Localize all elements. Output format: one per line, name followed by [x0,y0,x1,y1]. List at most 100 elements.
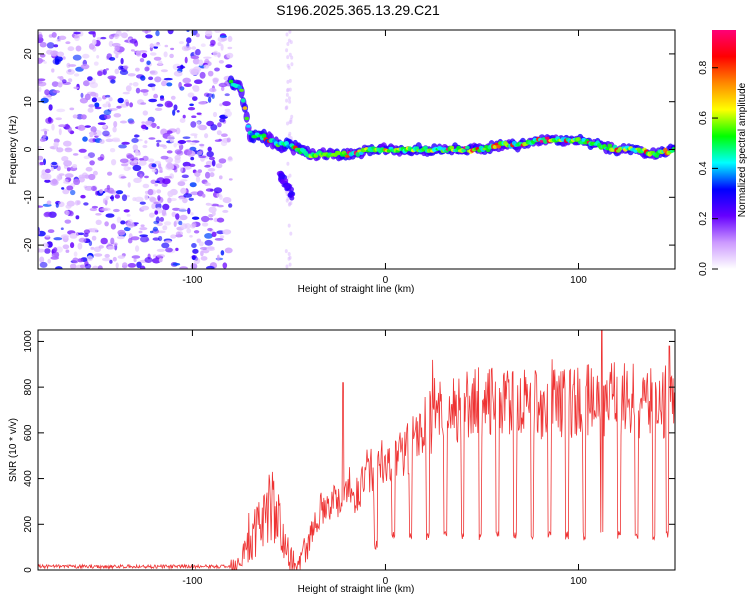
noise-blob [226,137,231,143]
noise-blob [212,211,216,217]
noise-blob [228,203,233,208]
noise-blob [160,155,169,160]
noise-blob [159,217,164,222]
noise-blob [216,217,225,223]
noise-blob [196,121,201,124]
noise-blob [128,120,135,125]
noise-blob [61,187,65,190]
noise-blob [154,210,158,215]
noise-blob [135,87,141,94]
noise-blob [175,213,180,220]
noise-blob [215,163,223,169]
noise-blob [173,104,178,111]
noise-blob [212,111,218,118]
noise-blob [94,102,100,108]
noise-blob [163,221,172,226]
noise-blob [58,128,62,136]
faint-streak [284,249,288,254]
noise-blob [42,128,47,132]
noise-blob [105,101,111,104]
noise-blob [165,247,173,253]
noise-blob [190,55,200,60]
noise-blob [83,80,90,87]
noise-blob [93,253,103,257]
noise-blob [179,266,189,269]
noise-blob [113,242,118,246]
noise-blob [156,142,160,147]
noise-blob [164,240,172,243]
noise-blob [190,191,200,196]
noise-blob [173,143,177,148]
noise-blob [69,263,77,269]
noise-blob [119,158,129,164]
noise-blob [89,207,98,212]
noise-blob [222,209,229,213]
ridge-core [244,116,250,121]
noise-blob [196,124,205,129]
noise-blob [218,60,224,64]
faint-streak [286,175,290,180]
noise-blob [39,41,47,48]
noise-blob [132,82,139,87]
noise-blob [126,221,135,229]
ridge-core [496,144,501,149]
noise-blob [68,78,72,82]
noise-blob [129,102,134,108]
noise-blob [226,52,234,59]
noise-blob [54,143,58,150]
noise-blob [140,205,150,211]
noise-blob [51,252,59,258]
faint-streak [286,161,290,166]
noise-blob [182,114,186,119]
noise-blob [225,64,233,69]
noise-blob [146,60,151,66]
noise-blob [61,156,69,162]
snr-y-tick-label: 200 [23,516,34,533]
noise-blob [109,148,116,153]
noise-blob [78,232,85,236]
noise-blob [199,246,209,250]
noise-blob [48,211,57,218]
noise-blob [141,124,147,130]
noise-blob [75,215,80,220]
noise-blob [113,113,122,118]
noise-blob [66,200,75,207]
noise-blob [120,57,124,65]
noise-blob [209,43,215,47]
noise-blob [158,258,163,263]
noise-blob [189,182,197,188]
noise-blob [82,136,88,142]
noise-blob [122,91,130,95]
faint-streak [287,252,291,256]
noise-blob [38,248,45,253]
noise-blob [163,77,173,81]
noise-blob [167,190,174,197]
noise-blob [72,164,78,169]
noise-blob [114,194,121,199]
noise-blob [191,243,197,248]
noise-blob [208,214,214,218]
noise-blob [157,195,161,201]
noise-blob [110,237,115,245]
noise-blob [139,201,146,205]
noise-blob [191,216,200,220]
noise-blob [194,170,201,177]
noise-blob [62,56,66,60]
noise-blob [192,96,198,101]
noise-blob [109,57,116,61]
ridge-core [607,143,613,148]
noise-blob [56,51,65,57]
noise-blob [149,212,155,218]
noise-blob [72,153,79,156]
faint-streak [288,78,292,83]
noise-blob [38,78,46,82]
noise-blob [151,86,156,91]
noise-blob [142,144,148,149]
noise-blob [142,183,150,189]
noise-blob [177,181,186,187]
noise-blob [191,115,197,118]
noise-blob [204,164,211,168]
noise-blob [63,178,69,183]
noise-blob [67,46,75,52]
